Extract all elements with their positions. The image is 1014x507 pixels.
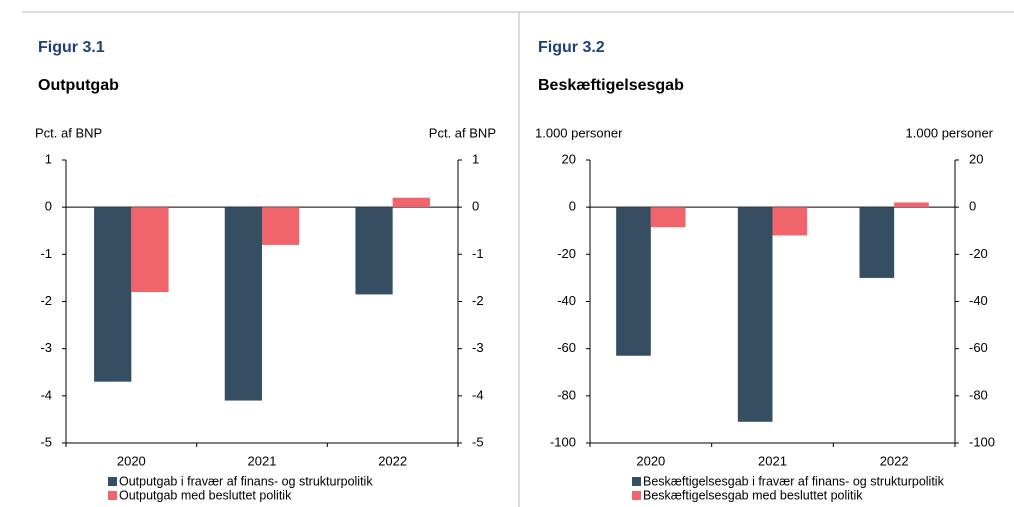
y2-tick-label: -100: [969, 434, 995, 449]
x-tick-label: 2020: [636, 453, 665, 468]
y-axis-label: Pct. af BNP: [35, 125, 102, 140]
figure-number: Figur 3.2: [538, 39, 605, 56]
y2-tick-label: 1: [472, 151, 479, 166]
y2-tick-label: -20: [969, 246, 988, 261]
x-tick-label: 2021: [248, 453, 277, 468]
y2-tick-label: 0: [969, 199, 976, 214]
y2-axis-label: Pct. af BNP: [429, 125, 496, 140]
bar: [355, 207, 393, 295]
x-tick-label: 2022: [378, 453, 407, 468]
legend-swatch: [108, 491, 117, 500]
y-tick-label: -5: [40, 434, 52, 449]
y-tick-label: 1: [45, 151, 52, 166]
bar: [894, 202, 929, 208]
bar: [859, 207, 895, 278]
y2-tick-label: 0: [472, 199, 479, 214]
y2-tick-label: -4: [472, 387, 484, 402]
y-tick-label: 0: [45, 199, 52, 214]
y-tick-label: -2: [40, 293, 52, 308]
y-tick-label: -3: [40, 340, 52, 355]
y2-tick-label: -60: [969, 340, 988, 355]
bar: [650, 207, 686, 228]
y2-axis-label: 1.000 personer: [906, 125, 994, 140]
bar: [224, 207, 262, 401]
y-tick-label: 0: [569, 199, 576, 214]
y2-tick-label: 20: [969, 151, 983, 166]
legend-label: Beskæftigelsesgab i fravær af finans- og…: [643, 474, 945, 488]
y-tick-label: -20: [557, 246, 576, 261]
x-tick-label: 2022: [880, 453, 909, 468]
y2-tick-label: -2: [472, 293, 484, 308]
legend-label: Outputgab med besluttet politik: [119, 488, 292, 502]
bar: [737, 207, 773, 422]
chart-title: Outputgab: [38, 77, 119, 94]
y2-tick-label: -80: [969, 387, 988, 402]
bar: [772, 207, 808, 236]
legend-swatch: [632, 477, 641, 486]
figure-number: Figur 3.1: [38, 39, 105, 56]
x-tick-label: 2021: [758, 453, 787, 468]
y-tick-label: -40: [557, 293, 576, 308]
y2-tick-label: -5: [472, 434, 484, 449]
bar: [262, 207, 300, 245]
y2-tick-label: -3: [472, 340, 484, 355]
y-axis-label: 1.000 personer: [535, 125, 623, 140]
y-tick-label: -100: [550, 434, 576, 449]
bar: [131, 207, 169, 293]
legend-label: Outputgab i fravær af finans- og struktu…: [119, 474, 373, 488]
y-tick-label: -60: [557, 340, 576, 355]
bar: [94, 207, 132, 382]
chart-title: Beskæftigelsesgab: [538, 77, 684, 94]
legend-label: Beskæftigelsesgab med besluttet politik: [643, 488, 863, 502]
legend-swatch: [632, 491, 641, 500]
y-tick-label: -4: [40, 387, 52, 402]
legend-swatch: [108, 477, 117, 486]
y2-tick-label: -40: [969, 293, 988, 308]
y2-tick-label: -1: [472, 246, 484, 261]
y-tick-label: -80: [557, 387, 576, 402]
bar: [392, 197, 430, 208]
x-tick-label: 2020: [117, 453, 146, 468]
bar: [616, 207, 651, 356]
y-tick-label: -1: [40, 246, 52, 261]
y-tick-label: 20: [562, 151, 576, 166]
